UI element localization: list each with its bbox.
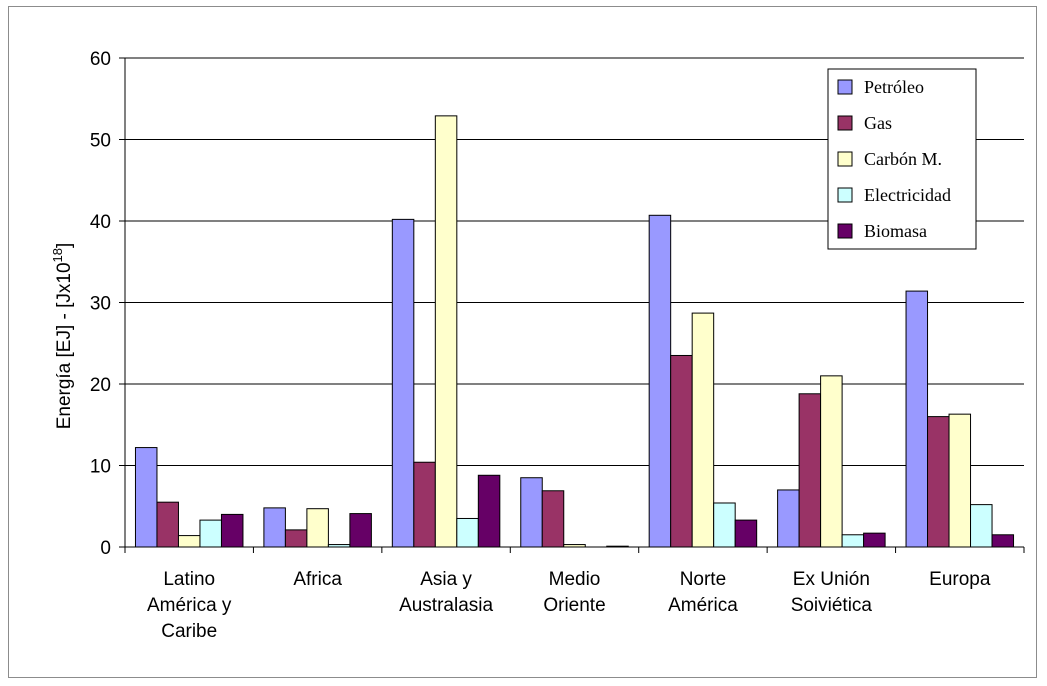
bar-carb-n-m — [177, 535, 201, 548]
bar-carb-n-m — [434, 115, 458, 548]
bar-carb-n-m — [306, 508, 329, 548]
bar-electricidad — [970, 504, 993, 548]
legend-label: Biomasa — [864, 221, 927, 241]
bar-petr-leo — [391, 218, 415, 548]
x-category-label: Medio Oriente — [543, 569, 605, 616]
x-category-label: Africa — [293, 569, 342, 590]
bar-gas — [541, 490, 565, 548]
legend-swatch — [837, 79, 853, 95]
legend-items: Petróleo Gas Carbón M. Electricidad Biomasa — [837, 77, 951, 241]
bar-electricidad — [841, 534, 865, 548]
y-tick-label: 30 — [90, 294, 111, 315]
bar-petr-leo — [134, 447, 158, 548]
x-category-labels: Latino América y Caribe Africa Asia y Austral… — [147, 569, 991, 642]
bar-petr-leo — [648, 214, 672, 548]
bar-biomasa — [991, 534, 1015, 548]
y-tick-labels: 0 10 20 30 40 50 60 — [90, 49, 111, 559]
bar-gas — [156, 501, 179, 548]
bar-gas — [798, 393, 822, 548]
legend-label: Carbón M. — [864, 149, 942, 169]
bar-gas — [927, 416, 950, 548]
y-tick-label: 0 — [100, 538, 111, 559]
bar-petr-leo — [905, 290, 929, 548]
bar-electricidad — [456, 517, 479, 548]
legend-swatch — [837, 151, 853, 167]
bar-carb-n-m — [820, 375, 843, 548]
bar-biomasa — [349, 513, 372, 548]
x-category-label: Norte América — [668, 569, 738, 616]
y-axis-title-main: Energía [EJ] - [Jx10 — [54, 262, 75, 429]
legend-swatch — [837, 115, 853, 131]
bars — [134, 115, 1015, 548]
legend-swatch — [837, 187, 853, 203]
legend-label: Electricidad — [864, 185, 951, 205]
bar-biomasa — [220, 513, 244, 548]
bar-petr-leo — [520, 477, 543, 548]
y-tick-label: 10 — [90, 457, 111, 478]
x-category-label: Asia y Australasia — [399, 569, 493, 616]
bar-petr-leo — [777, 489, 800, 548]
legend: Petróleo Gas Carbón M. Electricidad Biomasa — [827, 68, 977, 250]
y-tick-label: 60 — [90, 49, 111, 70]
grid-lines — [125, 57, 1024, 466]
bar-electricidad — [199, 519, 222, 548]
y-tick-label: 50 — [90, 131, 111, 152]
x-category-label: Latino América y Caribe — [147, 569, 232, 642]
bar-biomasa — [477, 474, 501, 548]
bar-petr-leo — [263, 507, 286, 548]
y-axis-title: Energía [EJ] - [Jx1018] — [50, 243, 75, 430]
x-category-label: Europa — [929, 569, 991, 590]
legend-box — [827, 68, 977, 250]
bar-electricidad — [713, 502, 736, 548]
bar-gas — [284, 529, 308, 548]
legend-swatch — [837, 223, 853, 239]
legend-label: Gas — [864, 113, 892, 133]
axes — [119, 57, 1025, 553]
bar-gas — [670, 354, 693, 548]
y-axis-title-superscript: 18 — [50, 248, 65, 262]
bar-biomasa — [863, 532, 886, 548]
legend-label: Petróleo — [864, 77, 924, 97]
bar-biomasa — [734, 519, 758, 548]
x-category-label: Ex Unión Soiviética — [791, 569, 873, 616]
bar-carb-n-m — [691, 312, 715, 548]
y-tick-label: 20 — [90, 375, 111, 396]
bar-carb-n-m — [948, 413, 972, 548]
y-tick-label: 40 — [90, 212, 111, 233]
y-axis-title-end: ] — [54, 243, 75, 248]
bar-gas — [413, 461, 436, 548]
